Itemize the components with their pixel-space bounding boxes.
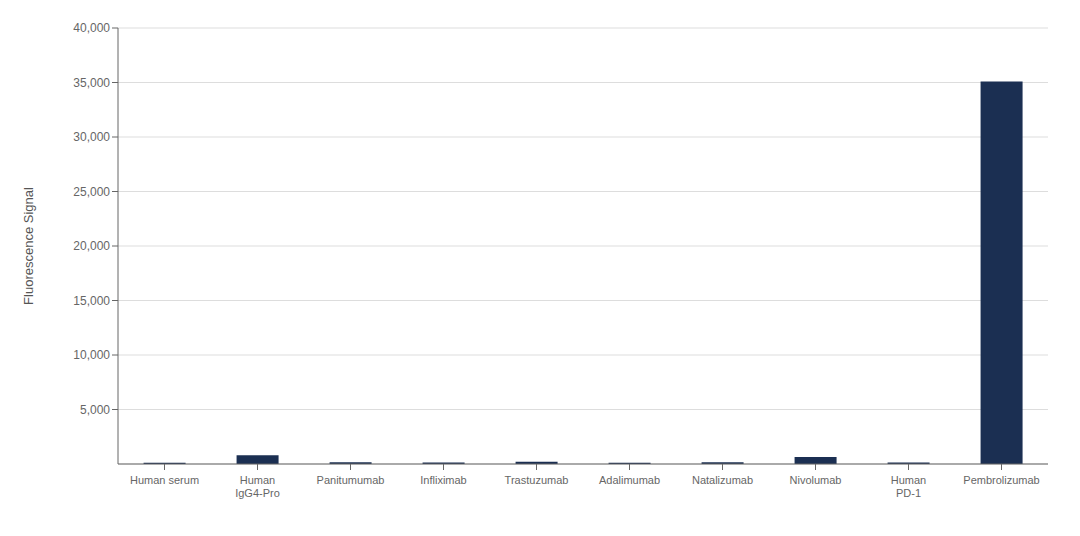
svg-text:10,000: 10,000 [73,348,110,362]
svg-text:Pembrolizumab: Pembrolizumab [963,474,1039,486]
svg-text:Natalizumab: Natalizumab [692,474,753,486]
svg-text:35,000: 35,000 [73,76,110,90]
svg-text:Human serum: Human serum [130,474,199,486]
svg-text:Trastuzumab: Trastuzumab [505,474,569,486]
svg-text:5,000: 5,000 [80,403,110,417]
svg-text:20,000: 20,000 [73,239,110,253]
svg-text:Infliximab: Infliximab [420,474,466,486]
svg-text:30,000: 30,000 [73,130,110,144]
svg-text:25,000: 25,000 [73,185,110,199]
svg-text:Nivolumab: Nivolumab [790,474,842,486]
svg-text:HumanPD-1: HumanPD-1 [891,474,926,499]
svg-text:Adalimumab: Adalimumab [599,474,660,486]
svg-text:40,000: 40,000 [73,21,110,35]
svg-text:HumanIgG4-Pro: HumanIgG4-Pro [235,474,280,499]
svg-text:Fluorescence Signal: Fluorescence Signal [21,187,36,305]
svg-text:15,000: 15,000 [73,294,110,308]
svg-text:Panitumumab: Panitumumab [317,474,385,486]
